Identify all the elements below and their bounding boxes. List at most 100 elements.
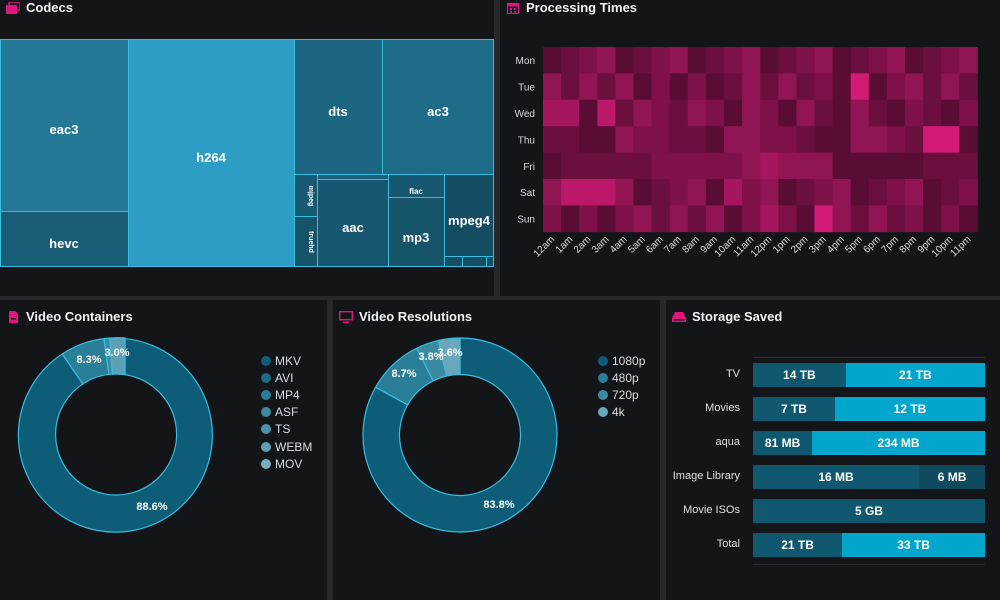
heatmap-cell[interactable]	[941, 126, 960, 153]
heatmap-cell[interactable]	[796, 99, 815, 127]
heatmap-cell[interactable]	[923, 179, 942, 206]
heatmap-cell[interactable]	[687, 73, 707, 101]
heatmap-cell[interactable]	[796, 152, 815, 180]
heatmap-cell[interactable]	[705, 179, 725, 206]
heatmap-cell[interactable]	[669, 47, 689, 74]
legend-mp4[interactable]: MP4	[261, 386, 312, 403]
heatmap-cell[interactable]	[615, 179, 634, 206]
heatmap-cell[interactable]	[742, 73, 761, 101]
heatmap-cell[interactable]	[543, 205, 562, 233]
heatmap-cell[interactable]	[886, 126, 906, 153]
heatmap-cell[interactable]	[705, 73, 725, 101]
heatmap-cell[interactable]	[742, 126, 761, 153]
heatmap-cell[interactable]	[543, 73, 562, 101]
heatmap-cell[interactable]	[850, 179, 870, 206]
heatmap-cell[interactable]	[850, 99, 870, 127]
heatmap-cell[interactable]	[941, 152, 960, 180]
tile-hevc[interactable]	[0, 211, 129, 267]
legend-480p[interactable]: 480p	[598, 369, 645, 386]
heatmap-cell[interactable]	[796, 179, 815, 206]
heatmap-cell[interactable]	[814, 205, 834, 233]
heatmap-cell[interactable]	[959, 205, 978, 233]
heatmap-cell[interactable]	[651, 152, 671, 180]
heatmap-cell[interactable]	[651, 179, 671, 206]
heatmap-cell[interactable]	[561, 205, 580, 233]
heatmap-cell[interactable]	[597, 126, 616, 153]
heatmap-cell[interactable]	[561, 73, 580, 101]
heatmap-cell[interactable]	[597, 179, 616, 206]
heatmap-cell[interactable]	[705, 47, 725, 74]
heatmap-cell[interactable]	[905, 205, 924, 233]
heatmap-cell[interactable]	[724, 179, 743, 206]
heatmap-cell[interactable]	[742, 205, 761, 233]
heatmap-cell[interactable]	[850, 126, 870, 153]
legend-1080p[interactable]: 1080p	[598, 352, 645, 369]
tile-mpeg4[interactable]	[444, 174, 494, 257]
heatmap-cell[interactable]	[959, 152, 978, 180]
heatmap-cell[interactable]	[814, 47, 834, 74]
heatmap-cell[interactable]	[742, 179, 761, 206]
heatmap-cell[interactable]	[923, 152, 942, 180]
heatmap-cell[interactable]	[760, 205, 779, 233]
legend-avi[interactable]: AVI	[261, 369, 312, 386]
heatmap-cell[interactable]	[705, 126, 725, 153]
heatmap-cell[interactable]	[687, 152, 707, 180]
storage-bar-total[interactable]: 21 TB 33 TB	[753, 533, 985, 557]
heatmap-cell[interactable]	[669, 205, 689, 233]
heatmap-cell[interactable]	[651, 73, 671, 101]
heatmap-cell[interactable]	[850, 47, 870, 74]
heatmap-cell[interactable]	[615, 205, 634, 233]
heatmap-cell[interactable]	[814, 73, 834, 101]
heatmap-cell[interactable]	[923, 126, 942, 153]
heatmap-cell[interactable]	[850, 73, 870, 101]
heatmap-cell[interactable]	[886, 47, 906, 74]
heatmap-cell[interactable]	[796, 205, 815, 233]
heatmap-cell[interactable]	[615, 126, 634, 153]
heatmap-cell[interactable]	[724, 73, 743, 101]
heatmap-cell[interactable]	[941, 73, 960, 101]
heatmap-cell[interactable]	[760, 126, 779, 153]
storage-bar-movies[interactable]: 7 TB 12 TB	[753, 397, 985, 421]
heatmap-cell[interactable]	[941, 47, 960, 74]
heatmap-cell[interactable]	[561, 47, 580, 74]
slice-mkv[interactable]	[17, 337, 213, 533]
tile-h264[interactable]	[128, 39, 295, 267]
heatmap-cell[interactable]	[868, 73, 888, 101]
storage-bar-movie-isos[interactable]: 5 GB	[753, 499, 985, 523]
storage-bar-image-library[interactable]: 16 MB 6 MB	[753, 465, 985, 489]
legend-720p[interactable]: 720p	[598, 386, 645, 403]
heatmap-cell[interactable]	[941, 205, 960, 233]
heatmap-cell[interactable]	[615, 99, 634, 127]
heatmap-cell[interactable]	[561, 99, 580, 127]
heatmap-cell[interactable]	[923, 73, 942, 101]
heatmap-cell[interactable]	[543, 99, 562, 127]
heatmap-cell[interactable]	[561, 152, 580, 180]
heatmap-cell[interactable]	[959, 179, 978, 206]
heatmap-cell[interactable]	[687, 205, 707, 233]
heatmap-cell[interactable]	[760, 99, 779, 127]
heatmap-cell[interactable]	[868, 99, 888, 127]
heatmap-cell[interactable]	[959, 47, 978, 74]
heatmap-cell[interactable]	[760, 47, 779, 74]
heatmap-cell[interactable]	[669, 152, 689, 180]
heatmap-cell[interactable]	[868, 179, 888, 206]
tile-aac[interactable]	[317, 179, 389, 267]
heatmap-cell[interactable]	[633, 152, 653, 180]
legend-webm[interactable]: WEBM	[261, 438, 312, 455]
heatmap-cell[interactable]	[868, 205, 888, 233]
tile-dts[interactable]	[294, 39, 383, 175]
storage-bar-tv[interactable]: 14 TB 21 TB	[753, 363, 985, 387]
heatmap-cell[interactable]	[814, 179, 834, 206]
heatmap-cell[interactable]	[778, 99, 797, 127]
slice-4k[interactable]	[437, 337, 461, 377]
heatmap-cell[interactable]	[832, 152, 852, 180]
heatmap-cell[interactable]	[923, 99, 942, 127]
heatmap-cell[interactable]	[724, 152, 743, 180]
heatmap-cell[interactable]	[579, 205, 598, 233]
legend-asf[interactable]: ASF	[261, 404, 312, 421]
heatmap-cell[interactable]	[543, 47, 562, 74]
heatmap-cell[interactable]	[760, 73, 779, 101]
heatmap-cell[interactable]	[868, 126, 888, 153]
heatmap-cell[interactable]	[886, 152, 906, 180]
heatmap-cell[interactable]	[687, 99, 707, 127]
